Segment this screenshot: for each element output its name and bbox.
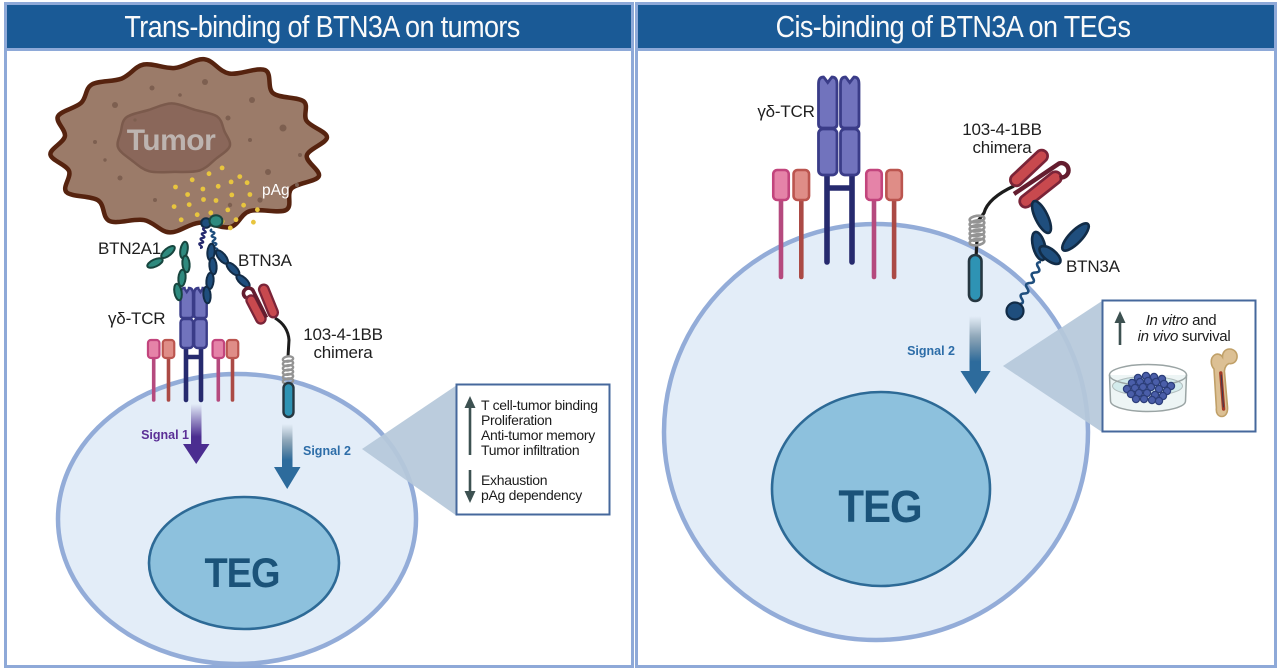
- svg-text:Signal 2: Signal 2: [303, 444, 351, 458]
- svg-text:TEG: TEG: [204, 550, 279, 596]
- svg-text:In vitro and: In vitro and: [1146, 312, 1217, 329]
- svg-text:Tumor infiltration: Tumor infiltration: [481, 442, 579, 458]
- svg-text:T cell-tumor binding: T cell-tumor binding: [481, 397, 598, 413]
- svg-text:Proliferation: Proliferation: [481, 412, 552, 428]
- svg-text:BTN3A: BTN3A: [1066, 257, 1121, 276]
- svg-text:Tumor: Tumor: [127, 124, 216, 157]
- svg-text:γδ-TCR: γδ-TCR: [108, 309, 165, 328]
- svg-text:in vivo survival: in vivo survival: [1138, 328, 1231, 345]
- svg-text:TEG: TEG: [838, 481, 921, 532]
- svg-text:103-4-1BB: 103-4-1BB: [962, 120, 1041, 139]
- svg-text:Cis-binding of BTN3A on TEGs: Cis-binding of BTN3A on TEGs: [776, 11, 1131, 45]
- svg-text:chimera: chimera: [313, 343, 373, 362]
- svg-text:γδ-TCR: γδ-TCR: [757, 102, 814, 121]
- svg-text:BTN3A: BTN3A: [238, 251, 293, 270]
- svg-text:BTN2A1: BTN2A1: [98, 239, 161, 258]
- svg-text:pAg: pAg: [262, 182, 290, 199]
- svg-text:Signal 1: Signal 1: [141, 428, 189, 442]
- svg-text:Anti-tumor memory: Anti-tumor memory: [481, 427, 595, 443]
- svg-text:Trans-binding of BTN3A on tumo: Trans-binding of BTN3A on tumors: [124, 11, 520, 45]
- svg-text:103-4-1BB: 103-4-1BB: [303, 325, 382, 344]
- svg-text:Signal 2: Signal 2: [907, 344, 955, 358]
- svg-text:pAg dependency: pAg dependency: [481, 487, 582, 503]
- svg-text:chimera: chimera: [972, 138, 1032, 157]
- svg-text:Exhaustion: Exhaustion: [481, 472, 547, 488]
